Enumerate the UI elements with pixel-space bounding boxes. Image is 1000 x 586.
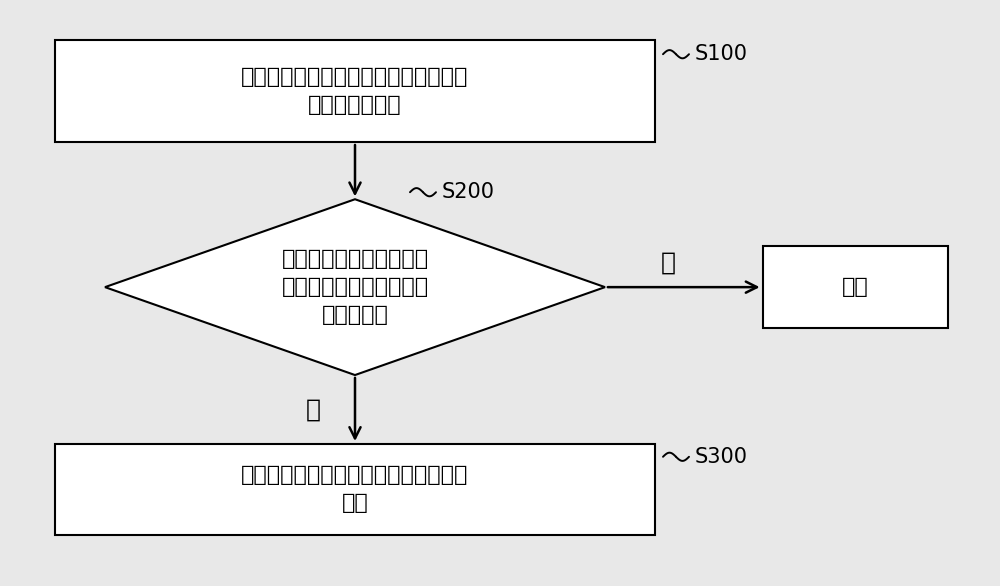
Text: S200: S200 [442,182,495,202]
Text: 否: 否 [661,250,676,274]
Text: S100: S100 [695,44,748,64]
Text: 根据所述状态参数信息判
断所述耳机是否未处于佩
戴使用状态: 根据所述状态参数信息判 断所述耳机是否未处于佩 戴使用状态 [281,249,429,325]
Text: 结束: 结束 [842,277,868,297]
Text: 获取与所述终端相连接的耳机在播放时
的状态参数信息: 获取与所述终端相连接的耳机在播放时 的状态参数信息 [241,67,469,115]
FancyBboxPatch shape [55,444,655,534]
Text: 控制所述终端停止向所述耳机输出音频
信号: 控制所述终端停止向所述耳机输出音频 信号 [241,465,469,513]
Text: S300: S300 [695,447,748,467]
FancyBboxPatch shape [55,40,655,142]
Polygon shape [105,199,605,375]
FancyBboxPatch shape [763,246,948,328]
Text: 是: 是 [306,397,320,421]
